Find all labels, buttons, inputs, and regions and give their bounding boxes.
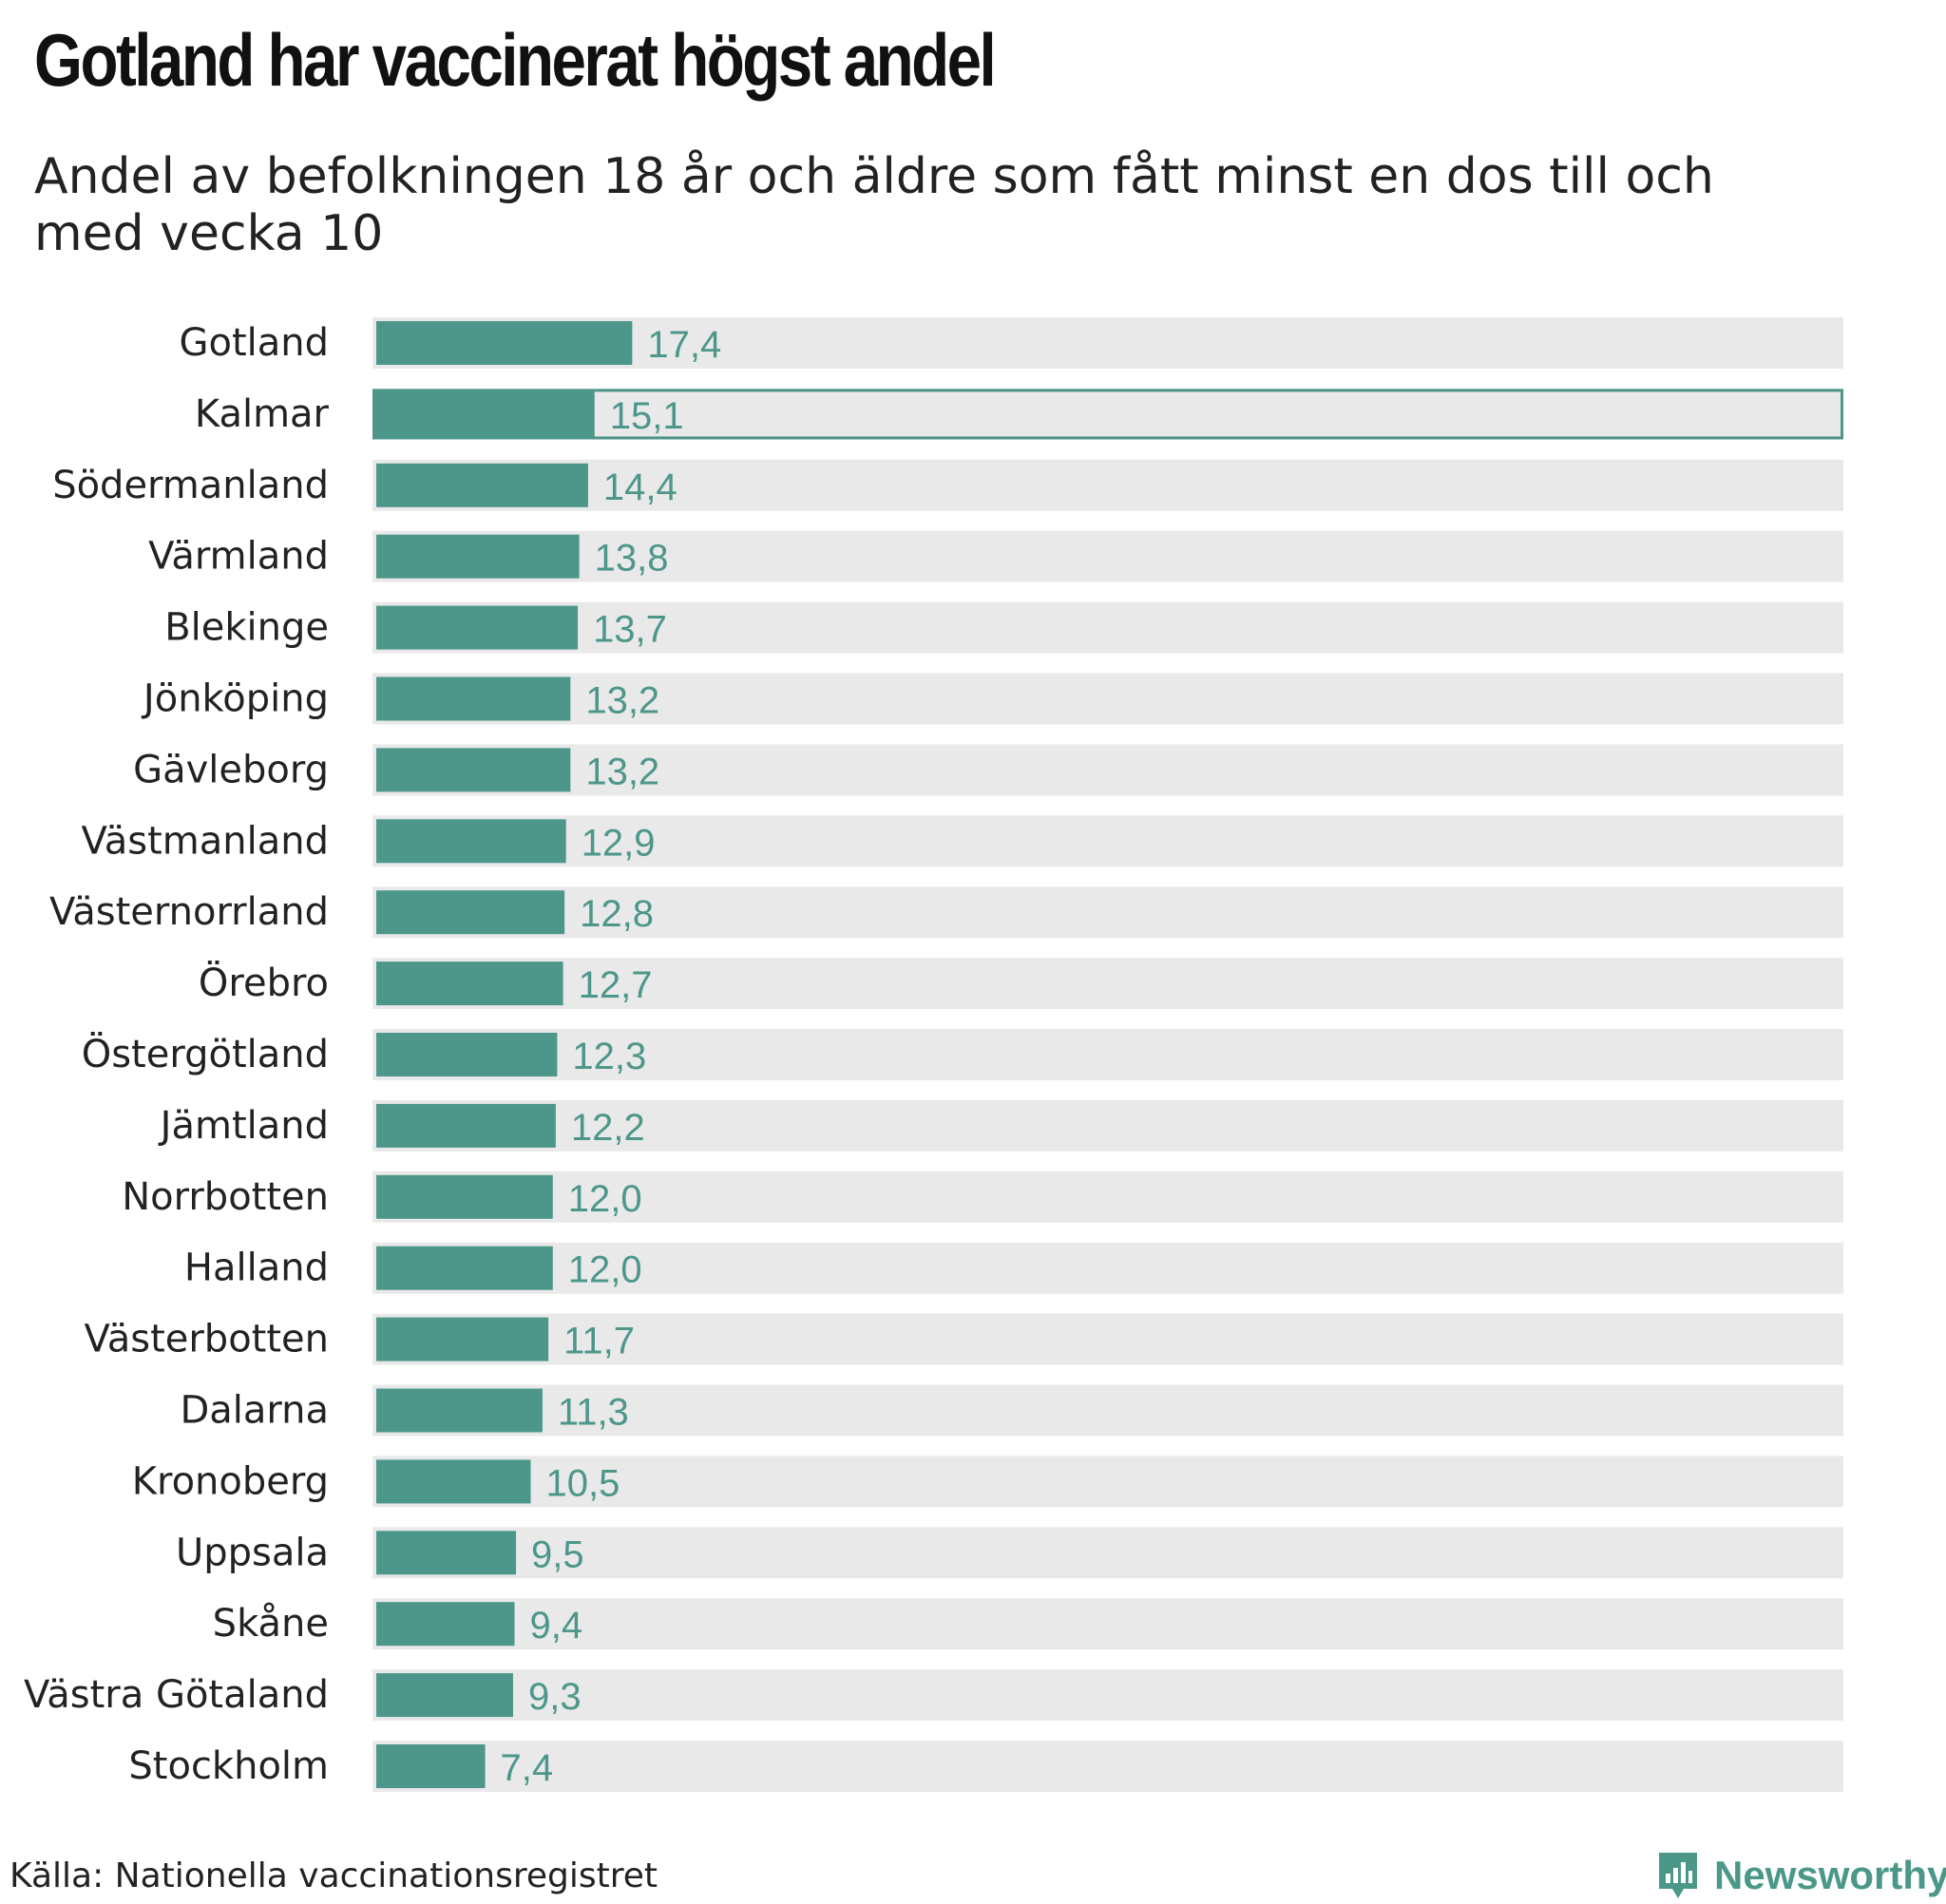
- value-label: 12,0: [568, 1178, 642, 1220]
- bar-track: [372, 1242, 1843, 1294]
- bar-track: [372, 886, 1843, 939]
- bar-track: [372, 1669, 1843, 1722]
- bar: [376, 1744, 486, 1788]
- bar: [376, 1317, 549, 1361]
- value-label: 13,2: [585, 751, 659, 792]
- bar-track: [372, 459, 1843, 511]
- category-label: Västernorrland: [49, 890, 329, 934]
- category-label: Blekinge: [164, 606, 329, 650]
- category-label: Norrbotten: [122, 1175, 329, 1219]
- bar: [376, 1602, 515, 1647]
- category-label: Västra Götaland: [24, 1673, 329, 1717]
- bar-track: [372, 1598, 1843, 1650]
- value-label: 12,3: [572, 1036, 646, 1077]
- category-label: Östergötland: [82, 1031, 329, 1076]
- bar-track: [372, 1456, 1843, 1508]
- bar-track: [372, 601, 1843, 654]
- bar: [376, 1246, 553, 1290]
- category-label: Gävleborg: [133, 748, 329, 791]
- bar: [376, 1174, 553, 1219]
- bar: [376, 1531, 517, 1575]
- bar-track: [372, 673, 1843, 725]
- category-label: Uppsala: [176, 1531, 329, 1574]
- bar: [376, 890, 565, 935]
- brand-logo: Newsworthy: [1655, 1847, 1946, 1904]
- value-label: 12,0: [568, 1249, 642, 1291]
- bar: [372, 390, 595, 438]
- category-label: Jönköping: [141, 677, 329, 721]
- chart-title: Gotland har vaccinerat högst andel: [34, 18, 997, 102]
- value-label: 17,4: [647, 324, 721, 366]
- value-label: 9,5: [531, 1533, 584, 1575]
- category-label: Västmanland: [82, 819, 330, 863]
- category-label: Skåne: [213, 1602, 329, 1646]
- bar: [376, 534, 580, 579]
- highlight-outline: [372, 389, 1843, 440]
- value-label: 12,8: [580, 893, 654, 935]
- value-label: 13,8: [595, 538, 669, 580]
- category-label: Värmland: [148, 535, 329, 579]
- bar: [376, 321, 633, 365]
- bar-track: [372, 1384, 1843, 1437]
- category-label: Dalarna: [180, 1389, 329, 1433]
- category-label: Kalmar: [195, 392, 330, 436]
- bar: [376, 748, 571, 792]
- value-label: 9,3: [528, 1676, 582, 1718]
- bar: [376, 605, 579, 650]
- bar: [376, 819, 566, 864]
- bar-track: [372, 388, 1843, 440]
- bar-track: [372, 1171, 1843, 1223]
- bar-track: [372, 1527, 1843, 1579]
- value-label: 9,4: [530, 1605, 583, 1647]
- value-label: 12,9: [582, 822, 656, 864]
- category-label: Jämtland: [158, 1104, 329, 1148]
- bar-track: [372, 1099, 1843, 1152]
- category-label: Örebro: [199, 960, 329, 1005]
- bar: [376, 463, 588, 507]
- category-label: Västerbotten: [84, 1318, 329, 1361]
- bar-chart: Gotland 17,4 Kalmar 15,1 Södermanland 14,4 Vär…: [24, 317, 1843, 1792]
- bar: [376, 676, 571, 721]
- bar-track: [372, 958, 1843, 1010]
- category-label: Stockholm: [128, 1744, 329, 1788]
- value-label: 14,4: [603, 466, 677, 508]
- bar-track: [372, 530, 1843, 582]
- category-label: Södermanland: [52, 464, 329, 507]
- category-label: Gotland: [179, 321, 329, 365]
- bar: [376, 1033, 558, 1076]
- bar: [376, 1388, 543, 1433]
- value-label: 12,7: [579, 964, 653, 1006]
- bar: [376, 962, 563, 1006]
- brand-name: Newsworthy: [1714, 1853, 1946, 1897]
- category-label: Kronoberg: [132, 1459, 329, 1503]
- bar-track: [372, 1029, 1843, 1080]
- bar: [376, 1459, 531, 1504]
- value-label: 11,3: [558, 1392, 629, 1434]
- value-label: 7,4: [501, 1747, 554, 1789]
- chart-subtitle: Andel av befolkningen 18 år och äldre so…: [34, 148, 1714, 262]
- bar: [376, 1103, 556, 1148]
- bar-track: [372, 1741, 1843, 1792]
- value-label: 12,2: [571, 1107, 645, 1149]
- value-label: 13,2: [585, 680, 659, 722]
- category-label: Halland: [184, 1247, 329, 1290]
- value-label: 10,5: [546, 1462, 620, 1504]
- value-label: 15,1: [610, 395, 684, 437]
- bar-track: [372, 815, 1843, 867]
- bar-track: [372, 1313, 1843, 1365]
- bar-track: [372, 744, 1843, 796]
- bar-chart-speech-bubble-icon: [1659, 1853, 1697, 1898]
- source-note: Källa: Nationella vaccinationsregistret: [10, 1856, 658, 1895]
- bar: [376, 1673, 513, 1718]
- value-label: 11,7: [563, 1321, 635, 1362]
- value-label: 13,7: [593, 609, 667, 651]
